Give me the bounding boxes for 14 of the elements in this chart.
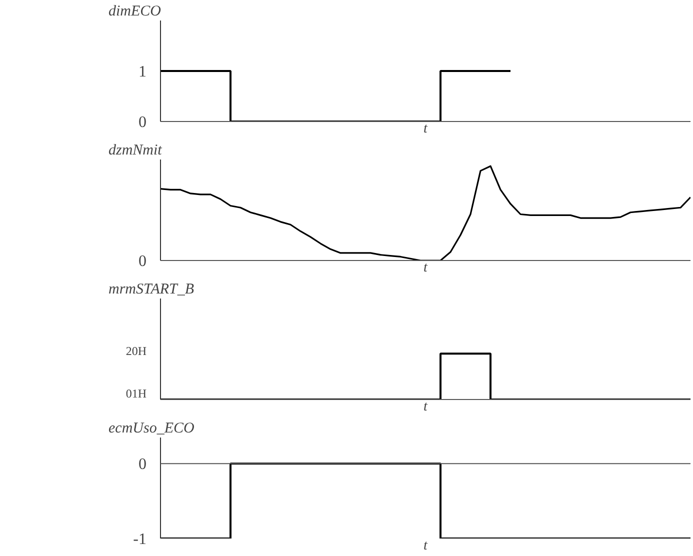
chart-title: dimECO — [108, 4, 162, 20]
y-tick-label: 0 — [138, 456, 146, 474]
chart-title: ecmUso_ECO — [108, 420, 194, 436]
y-tick-label: 1 — [138, 64, 146, 80]
y-tick-label: -1 — [133, 531, 146, 548]
y-tick-label: 0 — [138, 114, 146, 131]
chart-title: dzmNmit — [108, 142, 163, 158]
x-axis-title: t — [424, 122, 429, 136]
x-axis-title: t — [424, 400, 429, 414]
text: 20H — [126, 344, 147, 358]
x-axis-title: t — [424, 538, 429, 554]
x-axis-title: t — [424, 260, 429, 276]
chart-title: mrmSTART_B — [108, 282, 194, 298]
text: 01H — [126, 386, 147, 400]
